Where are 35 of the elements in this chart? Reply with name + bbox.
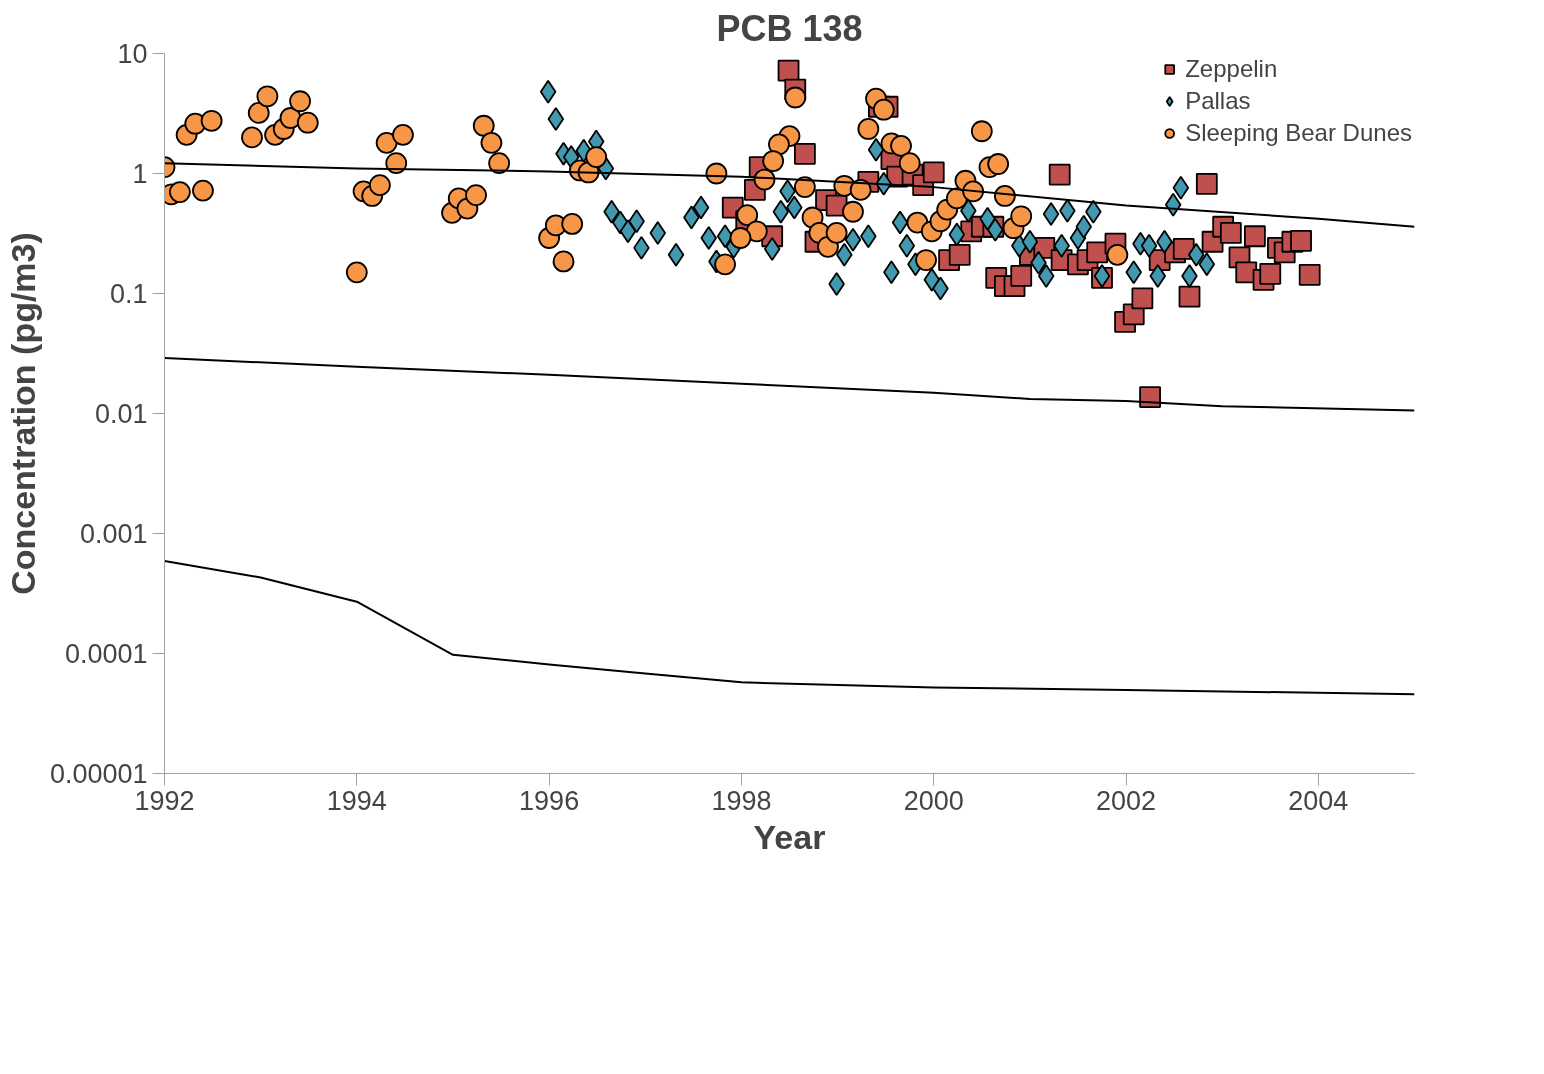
point (1195, 172, 1218, 195)
x-tick-label: 1998 (711, 785, 772, 816)
y-tick-label: 1 (132, 159, 148, 189)
x-tick-label: 1994 (326, 785, 387, 816)
point (1243, 225, 1266, 248)
point (1235, 261, 1258, 284)
point (1259, 262, 1282, 285)
y-tick-label: 10 (117, 39, 148, 69)
point (922, 161, 945, 184)
x-tick-label: 2002 (1096, 785, 1157, 816)
point (1219, 221, 1242, 244)
line-series (164, 560, 1415, 696)
y-tick-label: 0.0001 (64, 639, 148, 669)
point (948, 243, 971, 266)
point (1290, 229, 1312, 252)
line-series (164, 357, 1415, 412)
point (1131, 287, 1154, 310)
point (793, 142, 816, 165)
point (1139, 386, 1161, 408)
point (1048, 163, 1071, 186)
x-tick-label: 2004 (1288, 785, 1349, 816)
legend-label: Zeppelin (1185, 55, 1278, 83)
y-tick-label: 0.01 (94, 399, 148, 429)
chart-title: PCB 138 (716, 7, 863, 49)
x-tick-label: 1996 (519, 785, 580, 816)
point (1298, 263, 1321, 286)
legend-label: Pallas (1185, 87, 1251, 115)
y-axis-title: Concentration (pg/m3) (3, 232, 42, 595)
x-axis-title: Year (753, 817, 826, 856)
y-tick-label: 0.001 (79, 519, 148, 549)
x-tick-label: 2000 (903, 785, 964, 816)
point (1010, 265, 1033, 287)
y-tick-label: 0.1 (109, 279, 148, 309)
point (1178, 285, 1201, 308)
legend-label: Sleeping Bear Dunes (1185, 119, 1412, 147)
